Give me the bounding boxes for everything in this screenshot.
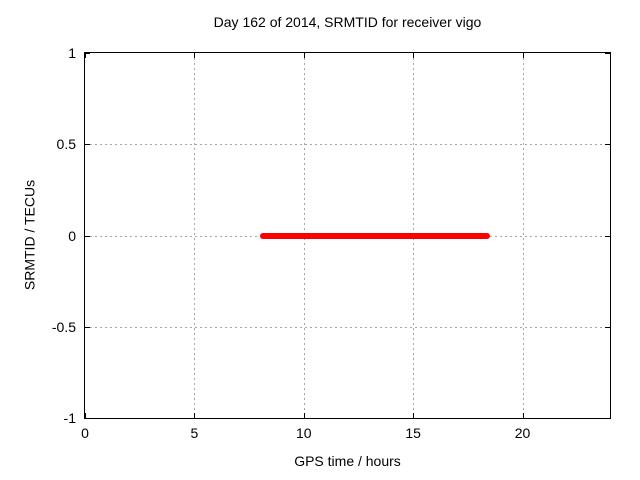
tick-mark xyxy=(605,144,610,146)
y-tick-label: -1 xyxy=(63,410,76,426)
gridline-horizontal xyxy=(85,326,610,328)
tick-mark xyxy=(194,413,196,418)
tick-mark xyxy=(85,53,90,54)
tick-mark xyxy=(605,326,610,328)
tick-mark xyxy=(303,413,305,418)
tick-mark xyxy=(85,144,90,146)
y-tick-label: -0.5 xyxy=(51,318,76,335)
gridline-horizontal xyxy=(85,144,610,146)
y-tick-label: 0.5 xyxy=(56,136,76,153)
tick-mark xyxy=(85,413,86,418)
tick-mark xyxy=(303,53,305,58)
tick-mark xyxy=(522,413,524,418)
tick-mark xyxy=(605,53,610,54)
tick-mark xyxy=(85,326,90,328)
tick-mark xyxy=(413,413,415,418)
x-tick-label: 0 xyxy=(81,425,89,441)
tick-mark xyxy=(85,418,90,419)
x-tick-label: 5 xyxy=(190,425,199,441)
y-tick-label: 1 xyxy=(68,45,76,61)
tick-mark xyxy=(85,235,90,237)
y-axis-label: SRMTID / TECUs xyxy=(21,179,38,291)
data-series-line xyxy=(260,232,490,239)
x-tick-label: 20 xyxy=(514,425,531,441)
tick-mark xyxy=(413,53,415,58)
tick-mark xyxy=(605,418,610,419)
x-axis-label: GPS time / hours xyxy=(294,453,401,469)
chart-title: Day 162 of 2014, SRMTID for receiver vig… xyxy=(213,14,482,30)
tick-mark xyxy=(194,53,196,58)
x-tick-label: 15 xyxy=(405,425,421,441)
tick-mark xyxy=(85,53,86,58)
plot-area xyxy=(84,52,611,419)
x-tick-label: 10 xyxy=(295,425,312,441)
tick-mark xyxy=(522,53,524,58)
y-tick-label: 0 xyxy=(68,227,76,244)
tick-mark xyxy=(605,235,610,237)
